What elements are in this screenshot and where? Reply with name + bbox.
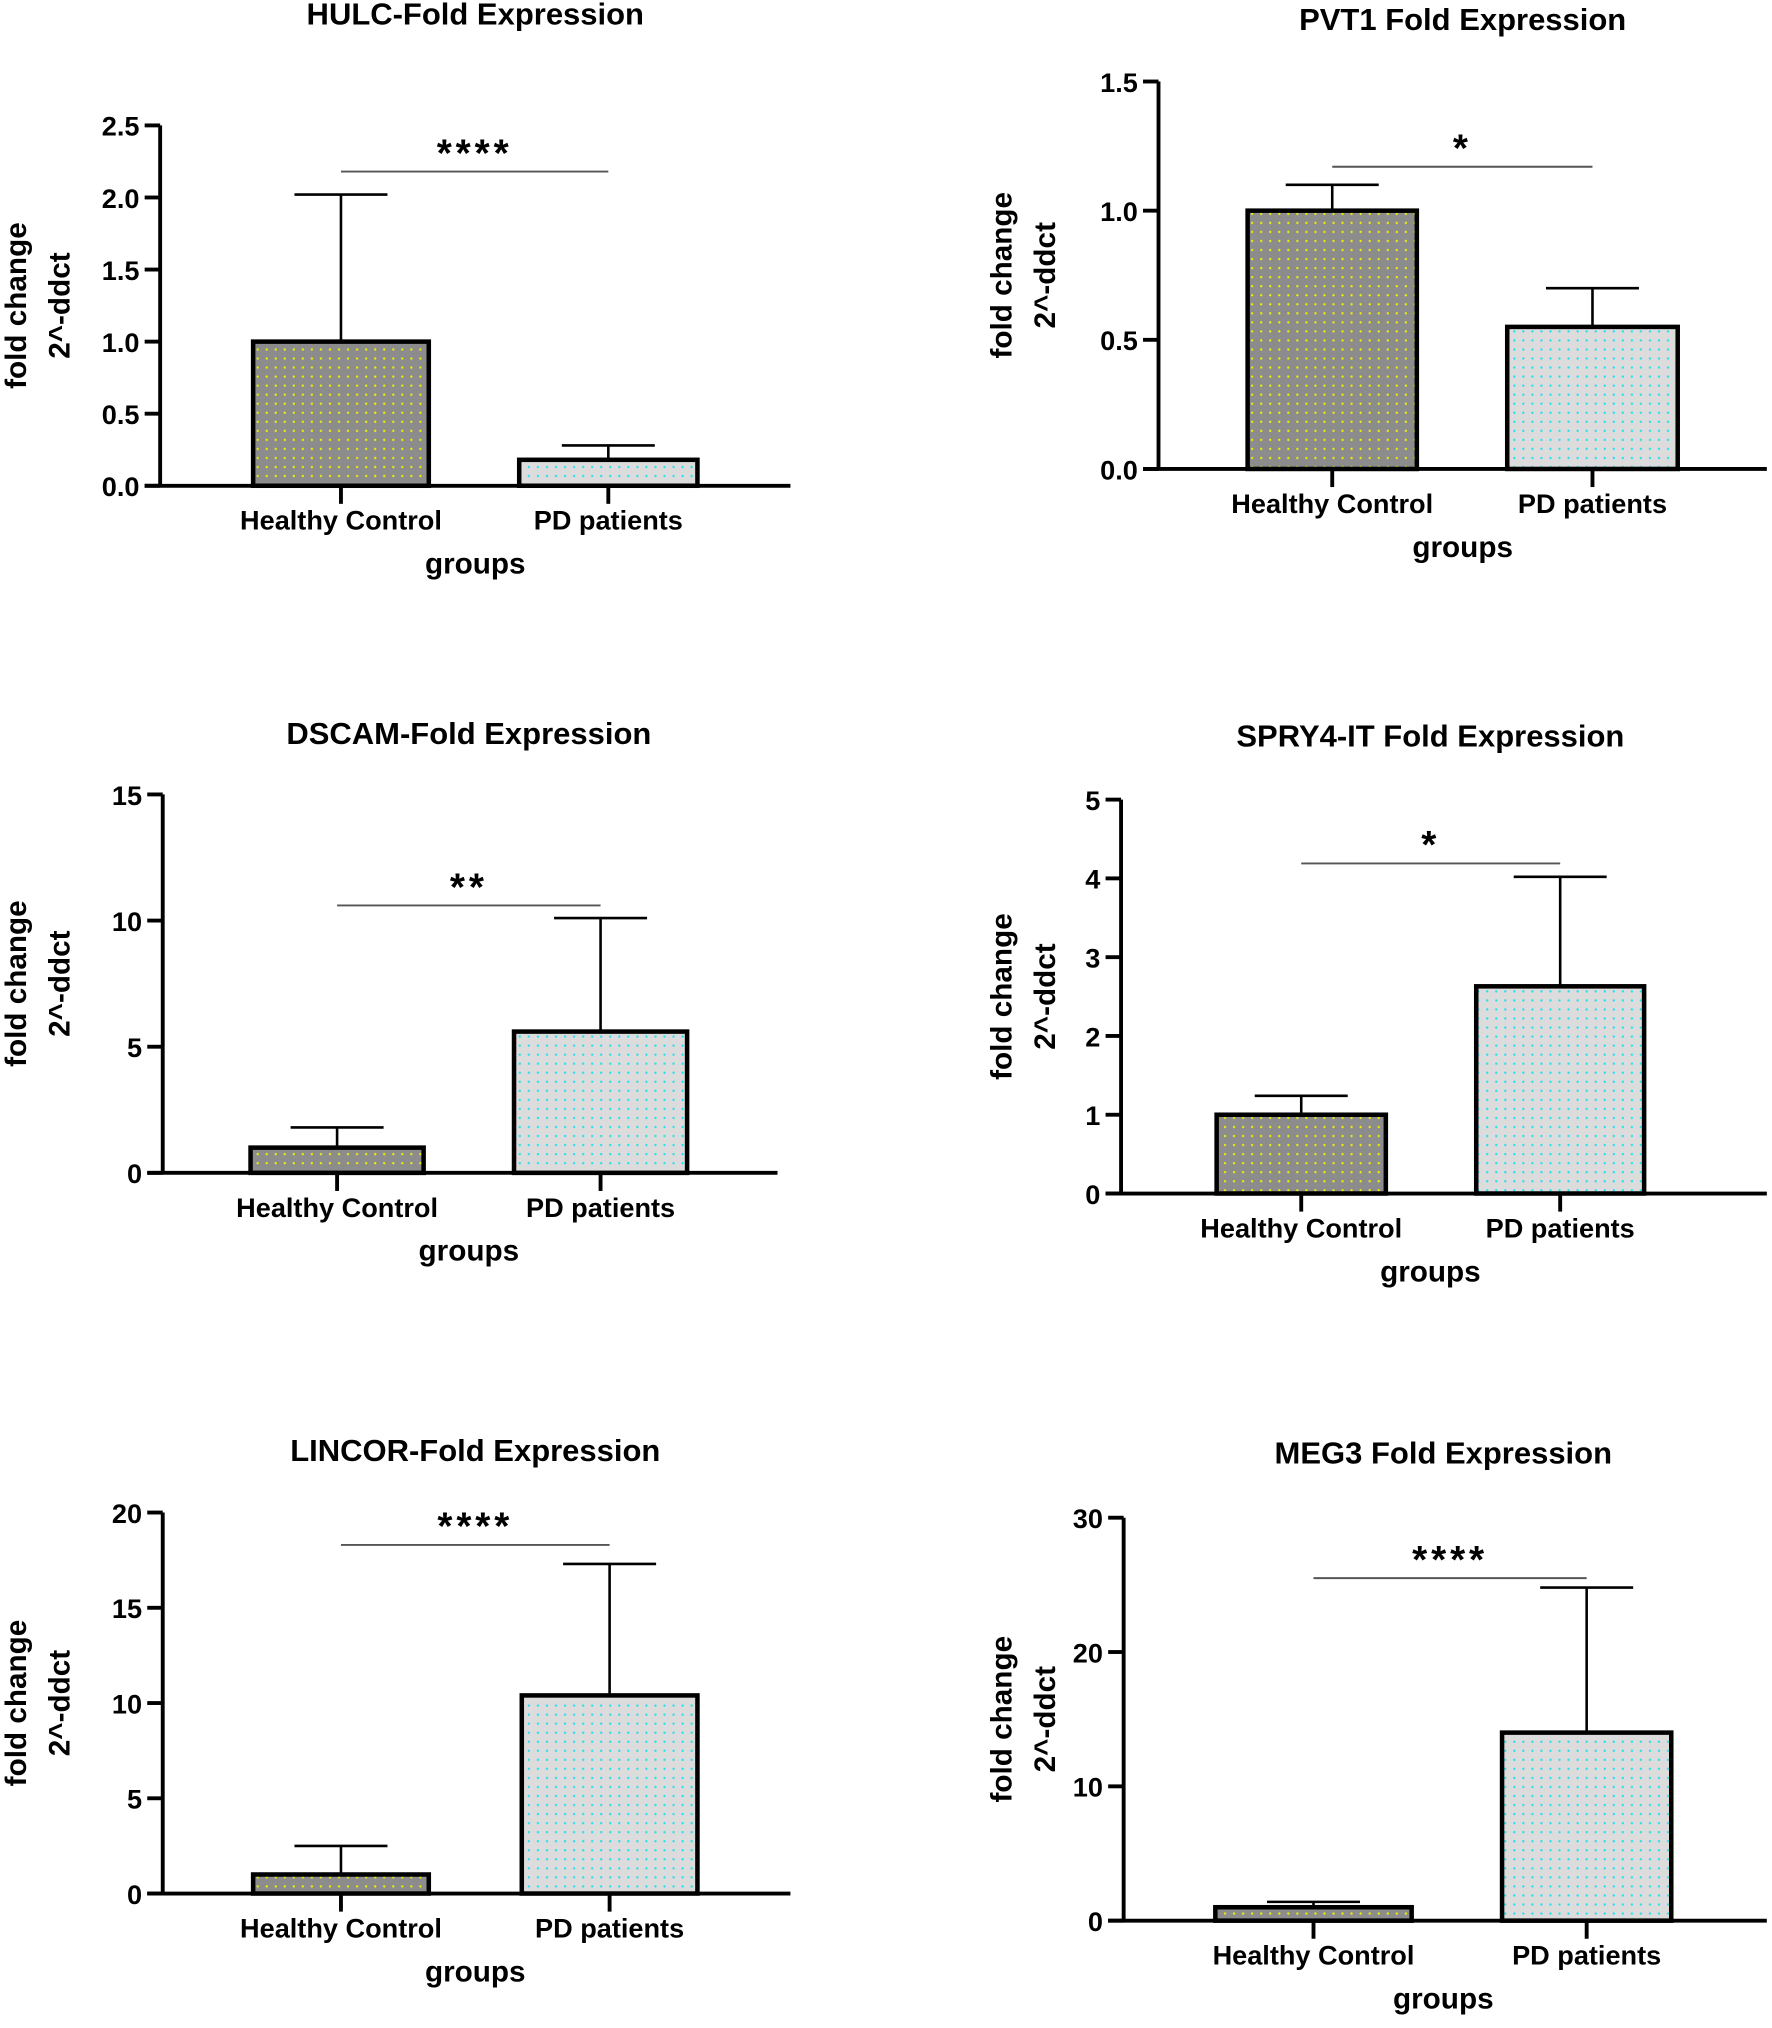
y-tick-label: 1 [1085, 1100, 1100, 1131]
y-tick-label: 10 [1073, 1772, 1103, 1803]
y-axis-label: fold change [0, 1620, 33, 1787]
bar [511, 1029, 690, 1176]
x-tick-label: Healthy Control [236, 1192, 438, 1223]
x-axis-label: groups [1412, 531, 1513, 564]
x-tick-label: PD patients [1518, 488, 1667, 519]
bar [516, 457, 700, 489]
chart-title: MEG3 Fold Expression [1275, 1435, 1612, 1470]
y-tick-label: 1.5 [1100, 67, 1138, 98]
y-tick-label: 0.5 [102, 399, 140, 430]
chart-panel: SPRY4-IT Fold Expression Healthy Control P… [985, 719, 1767, 1288]
y-tick-label: 5 [127, 1784, 142, 1815]
x-tick-label: PD patients [1486, 1212, 1635, 1243]
y-axis-label: 2^-ddct [1029, 222, 1062, 329]
y-tick-label: 2.5 [102, 111, 140, 142]
chart-title: DSCAM-Fold Expression [286, 716, 651, 751]
bar [1213, 1904, 1414, 1923]
y-tick-label: 5 [127, 1032, 142, 1063]
x-axis-label: groups [1380, 1255, 1481, 1288]
x-axis-label: groups [425, 548, 526, 581]
y-axis-label: 2^-ddct [1029, 943, 1062, 1050]
y-tick-label: 20 [1073, 1637, 1103, 1668]
bar [1245, 208, 1420, 472]
y-tick-label: 20 [112, 1498, 142, 1529]
y-axis-label: fold change [985, 1636, 1018, 1803]
x-tick-label: Healthy Control [1231, 488, 1433, 519]
x-tick-label: PD patients [534, 505, 683, 536]
chart-title: SPRY4-IT Fold Expression [1236, 719, 1624, 754]
chart-panel: HULC-Fold Expression Healthy Control PD pa… [0, 0, 791, 581]
y-tick-label: 1.0 [1100, 196, 1138, 227]
x-axis-label: groups [1393, 1982, 1494, 2015]
x-tick-label: Healthy Control [240, 1912, 442, 1943]
significance-label: * [1453, 128, 1472, 171]
bar [250, 1872, 432, 1896]
chart-title: HULC-Fold Expression [307, 0, 644, 32]
x-tick-label: Healthy Control [240, 505, 442, 536]
chart-title: LINCOR-Fold Expression [290, 1433, 660, 1468]
y-tick-label: 10 [112, 1688, 142, 1719]
bar [1214, 1112, 1389, 1196]
y-tick-label: 0.0 [1100, 454, 1138, 485]
x-tick-label: PD patients [535, 1912, 684, 1943]
y-tick-label: 5 [1085, 785, 1100, 816]
y-tick-label: 0.0 [102, 471, 140, 502]
y-axis-label: fold change [0, 222, 33, 389]
y-tick-label: 1.5 [102, 255, 140, 286]
bar [519, 1693, 700, 1896]
y-axis-label: 2^-ddct [44, 930, 77, 1037]
chart-panel: PVT1 Fold Expression Healthy Control PD pa… [985, 2, 1767, 564]
x-tick-label: Healthy Control [1200, 1212, 1402, 1243]
y-axis-label: 2^-ddct [44, 252, 77, 359]
y-axis-label: fold change [0, 900, 33, 1067]
y-tick-label: 0.5 [1100, 325, 1138, 356]
bar [250, 339, 432, 489]
y-tick-label: 30 [1073, 1503, 1103, 1534]
y-axis-label: fold change [985, 913, 1018, 1080]
y-tick-label: 2 [1085, 1021, 1100, 1052]
y-axis-label: 2^-ddct [1029, 1666, 1062, 1773]
y-tick-label: 15 [112, 1593, 142, 1624]
bar [1499, 1730, 1674, 1923]
chart-title: PVT1 Fold Expression [1299, 2, 1626, 37]
x-tick-label: Healthy Control [1213, 1940, 1415, 1971]
bar [1473, 984, 1647, 1196]
y-tick-label: 0 [1085, 1179, 1100, 1210]
significance-label: **** [437, 132, 513, 175]
chart-panel: MEG3 Fold Expression Healthy Control PD pa… [985, 1435, 1767, 2015]
significance-label: ** [450, 866, 488, 909]
y-axis-label: fold change [985, 192, 1018, 359]
y-tick-label: 0 [127, 1158, 142, 1189]
x-tick-label: PD patients [1512, 1940, 1661, 1971]
y-tick-label: 4 [1085, 864, 1100, 895]
x-tick-label: PD patients [526, 1192, 675, 1223]
significance-label: **** [1412, 1539, 1488, 1582]
y-axis-label: 2^-ddct [44, 1650, 77, 1757]
y-tick-label: 3 [1085, 943, 1100, 974]
significance-label: **** [437, 1506, 513, 1549]
y-tick-label: 2.0 [102, 183, 140, 214]
y-tick-label: 0 [127, 1879, 142, 1910]
y-tick-label: 0 [1088, 1906, 1103, 1937]
significance-label: * [1421, 824, 1440, 867]
y-tick-label: 10 [112, 906, 142, 937]
y-tick-label: 15 [112, 780, 142, 811]
chart-panel: DSCAM-Fold Expression Healthy Control PD p… [0, 716, 778, 1268]
x-axis-label: groups [425, 1955, 526, 1988]
chart-panel: LINCOR-Fold Expression Healthy Control PD … [0, 1433, 791, 1988]
x-axis-label: groups [419, 1235, 520, 1268]
bar [248, 1145, 426, 1176]
bar [1504, 324, 1680, 472]
y-tick-label: 1.0 [102, 327, 140, 358]
